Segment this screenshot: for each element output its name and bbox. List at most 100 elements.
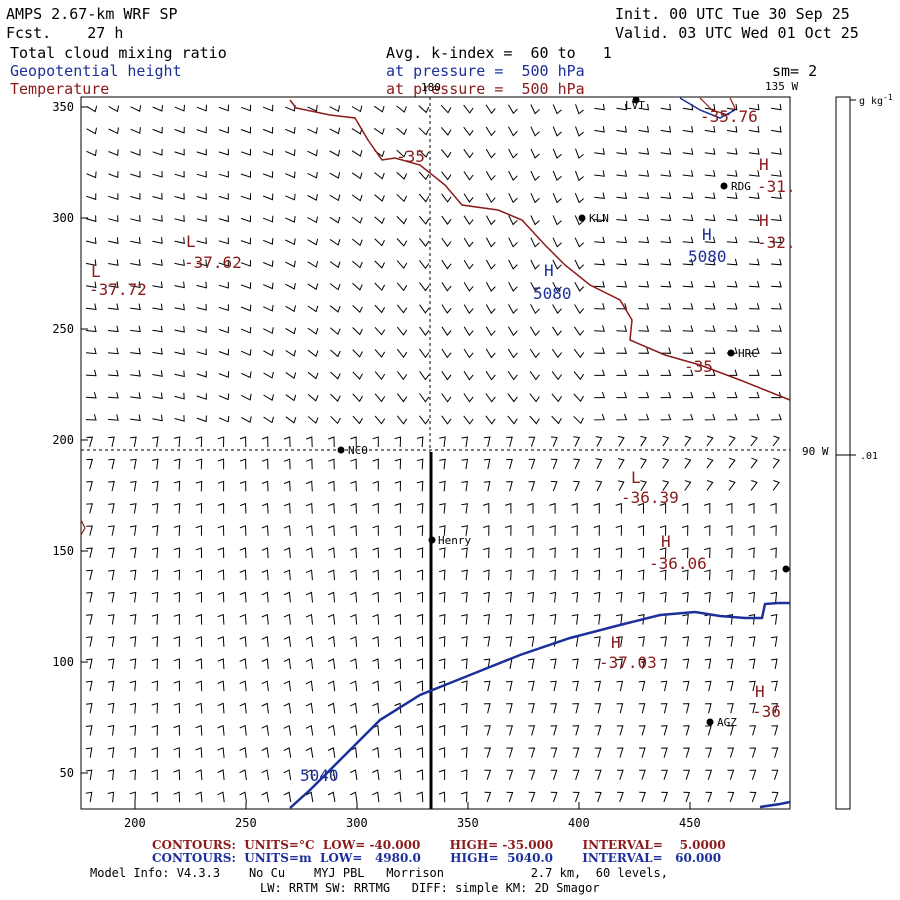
- wind-barb: [483, 569, 490, 581]
- wind-barb: [461, 480, 468, 492]
- wind-barb: [660, 280, 672, 288]
- wind-barb: [372, 702, 380, 714]
- wind-barb: [660, 325, 672, 332]
- wind-barb: [261, 636, 269, 647]
- wind-barb: [130, 347, 141, 355]
- wind-barb: [505, 636, 513, 647]
- wind-barb: [108, 149, 119, 157]
- wind-barb: [771, 703, 778, 714]
- wind-barb: [108, 414, 119, 421]
- wind-barb: [528, 725, 536, 736]
- wind-barb: [217, 636, 225, 647]
- wind-barb: [394, 613, 401, 625]
- wind-barb: [660, 680, 668, 692]
- wind-barb: [528, 436, 536, 447]
- wind-barb: [129, 591, 137, 603]
- wind-barb: [396, 171, 408, 180]
- wind-barb: [484, 769, 492, 780]
- svg-text:200: 200: [52, 433, 74, 447]
- wind-barb: [726, 303, 738, 310]
- wind-barb: [349, 680, 358, 692]
- wind-barb: [174, 415, 185, 422]
- wind-barb: [218, 259, 229, 267]
- wind-barb: [151, 724, 158, 736]
- wind-barb: [461, 569, 468, 581]
- wind-barb: [416, 502, 424, 514]
- wind-barb: [152, 370, 163, 377]
- wind-barb: [594, 192, 605, 199]
- wind-barb: [329, 194, 341, 202]
- wind-barb: [571, 502, 578, 514]
- wind-barb: [704, 547, 711, 559]
- y-tick-labels: 350 300 250 200 150 100 50: [52, 100, 74, 780]
- wind-barb: [704, 636, 712, 647]
- wind-barb: [196, 126, 207, 134]
- wind-barb: [550, 480, 558, 492]
- wind-barb: [394, 525, 401, 536]
- wind-barb: [240, 282, 252, 290]
- wind-barb: [419, 304, 430, 314]
- svg-text:450: 450: [679, 816, 701, 830]
- wind-barb: [550, 436, 558, 447]
- wind-barb: [351, 194, 363, 202]
- wind-barb: [374, 172, 385, 180]
- wind-barb: [571, 569, 579, 581]
- wind-barb: [307, 349, 319, 358]
- wind-barb: [552, 170, 562, 182]
- wind-barb: [86, 436, 94, 447]
- wind-barb: [527, 658, 535, 669]
- low-value: -36.39: [621, 488, 679, 507]
- high-label: H: [755, 682, 765, 701]
- wind-barb: [660, 125, 672, 133]
- wind-barb: [305, 591, 313, 603]
- wind-barb: [239, 747, 247, 758]
- wind-barb: [108, 259, 119, 266]
- wind-barb: [749, 103, 760, 111]
- wind-barb: [440, 104, 452, 114]
- wind-barb: [706, 480, 714, 491]
- wind-barb: [374, 326, 386, 336]
- wind-barb: [485, 237, 496, 248]
- wind-barb: [505, 591, 512, 603]
- wind-barb: [218, 170, 229, 178]
- wind-barb: [660, 413, 672, 421]
- wind-barb: [616, 680, 624, 692]
- wind-barb: [327, 591, 335, 603]
- wind-barb: [438, 569, 446, 581]
- wind-barb: [86, 215, 97, 223]
- wind-barb: [726, 325, 738, 332]
- wind-barb: [771, 125, 782, 133]
- wind-barb: [285, 127, 296, 134]
- station-lvt: LVT: [625, 99, 645, 112]
- wind-barb: [749, 703, 756, 714]
- wind-barb: [108, 215, 119, 222]
- wind-barb: [728, 435, 736, 447]
- wind-barb: [239, 591, 247, 603]
- wind-barb: [463, 259, 474, 270]
- wind-barb: [682, 170, 694, 177]
- wind-barb: [463, 126, 474, 137]
- wind-barb: [85, 325, 97, 333]
- wind-barb: [660, 103, 672, 111]
- wind-barb: [460, 769, 468, 781]
- wind-barb: [660, 591, 667, 603]
- wind-barb: [218, 415, 230, 423]
- wind-barb: [130, 259, 141, 266]
- wind-barb: [262, 104, 274, 112]
- wind-barb: [196, 259, 207, 267]
- wind-barb: [438, 769, 446, 780]
- wind-barb: [573, 348, 585, 359]
- wind-barb: [108, 303, 119, 310]
- wind-barb: [594, 636, 601, 647]
- smoothing: sm= 2: [772, 62, 818, 80]
- wind-barb: [108, 547, 115, 558]
- wind-barb: [552, 281, 562, 292]
- wind-barb: [682, 303, 694, 310]
- wind-barb: [263, 238, 274, 245]
- wind-barb: [682, 613, 689, 625]
- wind-barb: [283, 613, 291, 625]
- plot-frame: [80, 96, 791, 810]
- wind-barb: [705, 791, 713, 803]
- wind-barb: [86, 281, 97, 289]
- wind-barb: [352, 349, 363, 358]
